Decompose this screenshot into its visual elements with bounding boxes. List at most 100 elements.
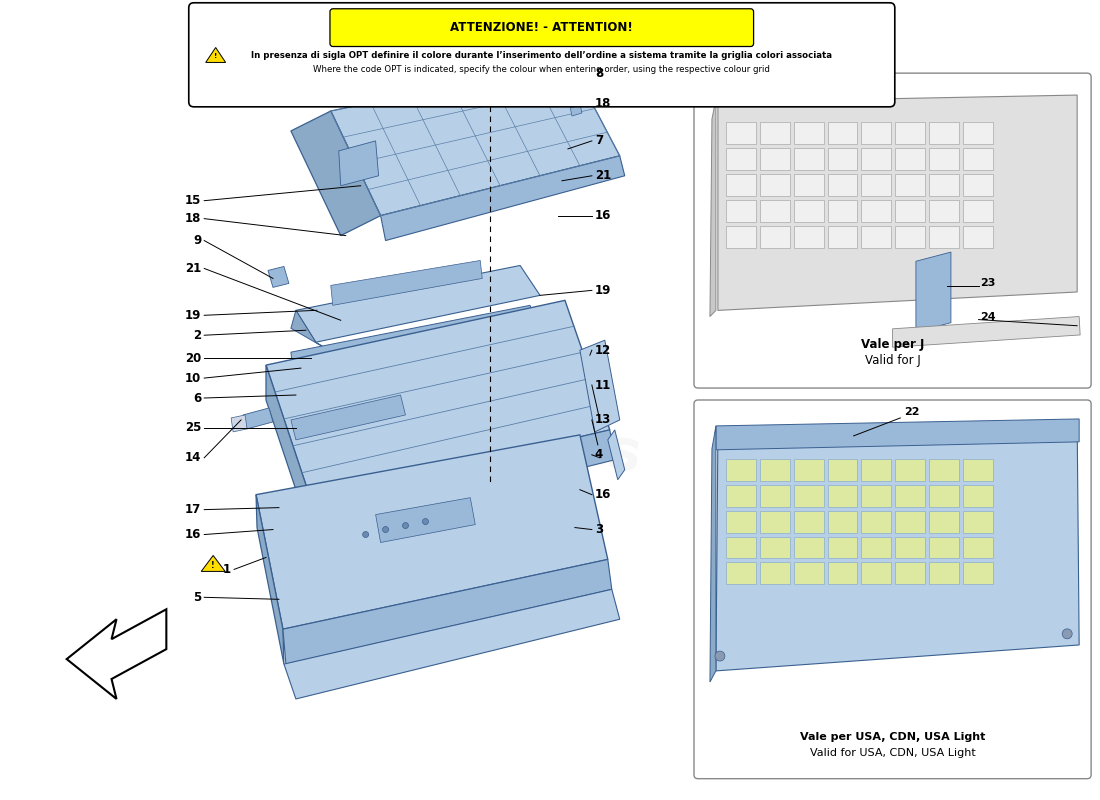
Polygon shape xyxy=(381,156,625,241)
Bar xyxy=(794,174,824,196)
Bar xyxy=(827,562,857,584)
Bar xyxy=(895,562,925,584)
Bar xyxy=(930,122,959,144)
Bar xyxy=(964,200,993,222)
Bar xyxy=(861,458,891,481)
Bar xyxy=(964,510,993,533)
Polygon shape xyxy=(575,73,600,99)
Polygon shape xyxy=(290,395,406,440)
Bar xyxy=(827,458,857,481)
Bar xyxy=(760,174,790,196)
Polygon shape xyxy=(331,261,482,306)
Text: 18: 18 xyxy=(185,212,201,225)
Text: 2: 2 xyxy=(194,329,201,342)
Text: 17: 17 xyxy=(185,503,201,516)
Polygon shape xyxy=(268,266,289,287)
Bar xyxy=(760,122,790,144)
Bar xyxy=(930,562,959,584)
Bar xyxy=(964,148,993,170)
Bar xyxy=(760,226,790,247)
Polygon shape xyxy=(67,610,166,699)
Text: 10: 10 xyxy=(185,371,201,385)
Polygon shape xyxy=(231,415,248,432)
Circle shape xyxy=(383,526,388,533)
Bar xyxy=(794,200,824,222)
Bar xyxy=(827,510,857,533)
Bar xyxy=(964,485,993,506)
Bar xyxy=(760,562,790,584)
Text: europarts: europarts xyxy=(334,377,646,483)
Bar xyxy=(726,510,756,533)
Text: 15: 15 xyxy=(185,194,201,207)
Circle shape xyxy=(1063,629,1072,639)
Bar xyxy=(760,200,790,222)
Bar xyxy=(760,458,790,481)
Polygon shape xyxy=(311,430,615,534)
Bar xyxy=(794,226,824,247)
Text: ATTENZIONE! - ATTENTION!: ATTENZIONE! - ATTENTION! xyxy=(450,21,634,34)
Text: 24: 24 xyxy=(980,311,997,322)
Circle shape xyxy=(715,651,725,661)
Polygon shape xyxy=(284,590,619,699)
Bar xyxy=(726,174,756,196)
Circle shape xyxy=(403,522,408,529)
Text: In presenza di sigla OPT definire il colore durante l’inserimento dell’ordine a : In presenza di sigla OPT definire il col… xyxy=(251,51,833,61)
Bar xyxy=(895,537,925,558)
Text: 7: 7 xyxy=(595,134,603,147)
Bar xyxy=(895,200,925,222)
Bar xyxy=(726,200,756,222)
Bar xyxy=(861,226,891,247)
Bar xyxy=(895,226,925,247)
Text: 3: 3 xyxy=(595,523,603,536)
Text: 6: 6 xyxy=(192,391,201,405)
Text: 12: 12 xyxy=(595,344,612,357)
Bar xyxy=(930,226,959,247)
Bar xyxy=(861,200,891,222)
Polygon shape xyxy=(206,47,225,62)
Bar xyxy=(964,562,993,584)
Bar xyxy=(760,148,790,170)
Text: !: ! xyxy=(214,54,218,59)
Circle shape xyxy=(363,531,368,538)
Text: 8: 8 xyxy=(595,66,603,80)
Polygon shape xyxy=(256,494,284,664)
Bar xyxy=(895,458,925,481)
Text: 20: 20 xyxy=(185,352,201,365)
Polygon shape xyxy=(710,99,716,317)
FancyBboxPatch shape xyxy=(330,9,754,46)
Bar xyxy=(794,537,824,558)
Text: 25: 25 xyxy=(185,422,201,434)
Bar xyxy=(794,122,824,144)
Text: 21: 21 xyxy=(185,262,201,275)
Bar xyxy=(930,537,959,558)
Bar xyxy=(861,537,891,558)
Polygon shape xyxy=(290,310,341,357)
Bar xyxy=(964,458,993,481)
Text: Vale per J: Vale per J xyxy=(861,338,924,350)
Bar xyxy=(861,174,891,196)
Bar xyxy=(861,510,891,533)
Text: 19: 19 xyxy=(185,309,201,322)
FancyBboxPatch shape xyxy=(694,73,1091,388)
Bar xyxy=(861,562,891,584)
Polygon shape xyxy=(716,424,1079,671)
Bar xyxy=(930,458,959,481)
Bar xyxy=(726,537,756,558)
Polygon shape xyxy=(580,340,619,432)
Polygon shape xyxy=(283,559,612,664)
Bar xyxy=(861,485,891,506)
Polygon shape xyxy=(243,408,273,429)
Polygon shape xyxy=(575,79,580,99)
Text: 14: 14 xyxy=(185,451,201,464)
Text: 1: 1 xyxy=(223,563,231,576)
Text: 11: 11 xyxy=(595,378,612,391)
Bar xyxy=(726,226,756,247)
Polygon shape xyxy=(256,435,608,630)
Bar xyxy=(726,562,756,584)
Polygon shape xyxy=(608,430,625,480)
Bar xyxy=(827,122,857,144)
Bar xyxy=(964,122,993,144)
Bar xyxy=(930,485,959,506)
Text: !: ! xyxy=(211,561,215,570)
Bar xyxy=(827,226,857,247)
